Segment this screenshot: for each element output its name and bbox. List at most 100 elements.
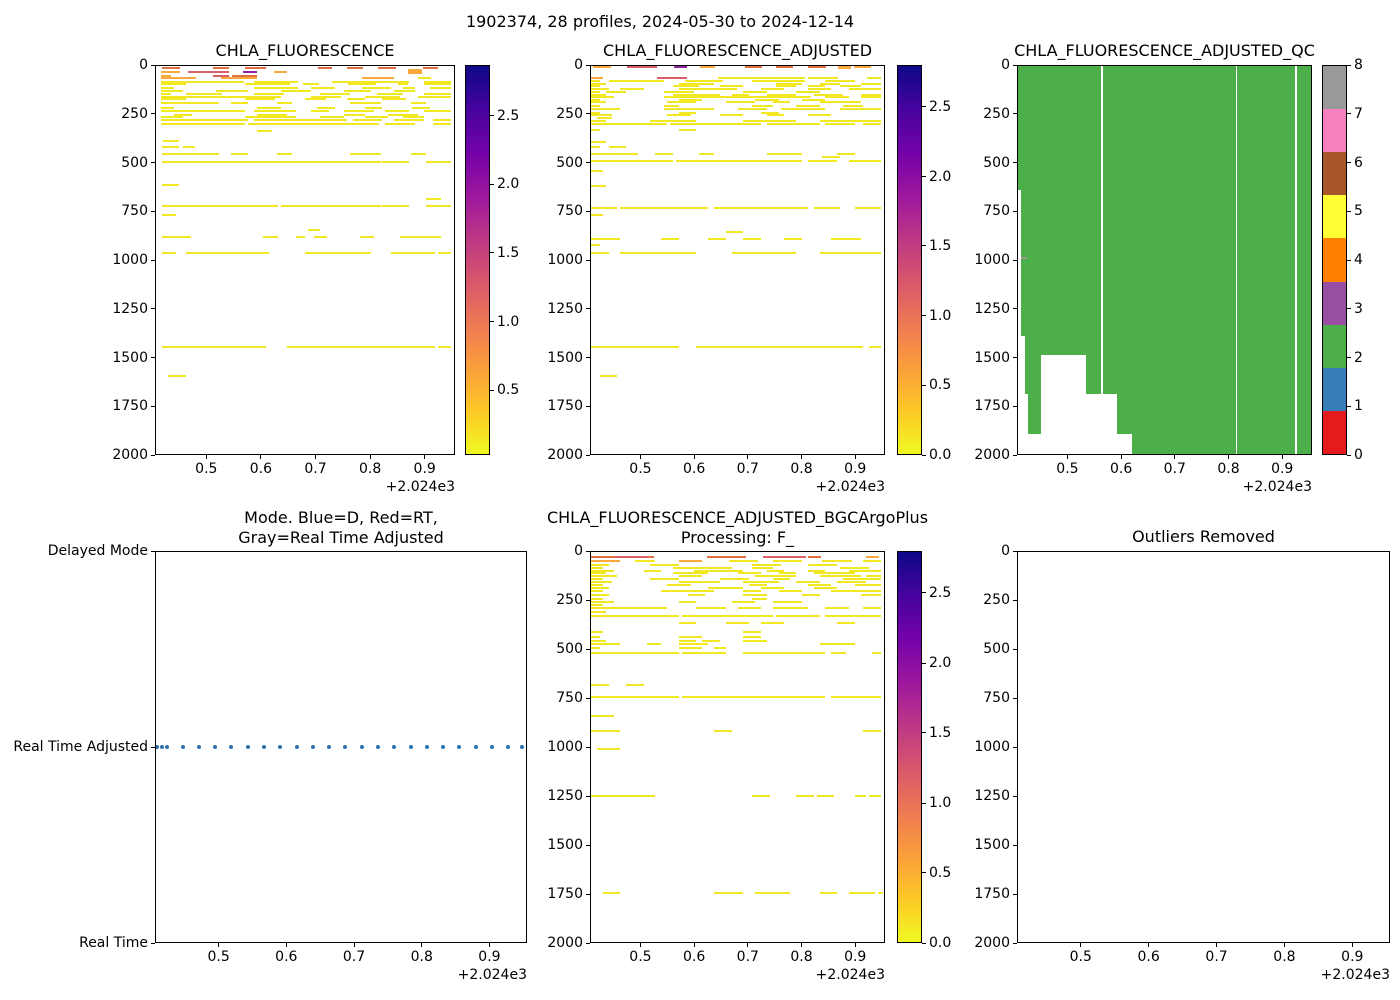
data-segment (161, 116, 183, 119)
data-segment (678, 82, 715, 85)
data-segment (185, 251, 270, 254)
data-segment (385, 110, 410, 112)
y-tick-label: 2000 (547, 447, 583, 463)
y-tick-label: 1500 (112, 349, 148, 366)
data-segment (863, 607, 881, 610)
data-segment (591, 140, 606, 143)
data-segment (772, 578, 791, 581)
colorbar-segment (1323, 66, 1346, 110)
panel-title: CHLA_FLUORESCENCE_ADJUSTED_BGCArgoPlus P… (547, 508, 928, 547)
data-segment (343, 113, 365, 116)
y-tick-mark (151, 308, 155, 310)
colorbar (897, 551, 922, 943)
data-segment (766, 122, 820, 125)
data-segment (796, 104, 820, 107)
data-segment (813, 206, 841, 209)
data-segment (591, 643, 621, 646)
data-segment (591, 572, 606, 575)
data-segment (602, 892, 621, 895)
data-segment (661, 590, 715, 592)
colorbar-tick-label: 0.5 (929, 377, 952, 394)
colorbar-segment (1323, 367, 1346, 411)
data-segment (778, 572, 797, 575)
data-segment (869, 346, 881, 349)
data-segment (860, 93, 881, 96)
data-segment (364, 106, 383, 109)
mode-dot (213, 745, 218, 749)
data-segment (394, 119, 425, 122)
data-segment (360, 235, 374, 238)
mode-dot (441, 745, 446, 749)
mode-dot (506, 745, 511, 749)
data-segment (731, 600, 756, 603)
data-segment (274, 70, 288, 73)
mode-dot (473, 745, 478, 749)
data-segment (254, 92, 285, 95)
qc-missing-region (1018, 189, 1021, 454)
data-segment (657, 76, 688, 79)
y-tick-label: 500 (983, 641, 1010, 657)
colorbar-tick-mark (1347, 210, 1351, 212)
data-segment (591, 563, 609, 566)
y-tick-label: 1000 (112, 252, 148, 268)
data-segment (161, 74, 171, 77)
mode-dot (489, 745, 494, 749)
data-segment (391, 251, 435, 254)
data-segment (212, 66, 229, 69)
data-segment (253, 80, 299, 83)
x-tick-label: 0.8 (410, 949, 433, 965)
data-segment (591, 346, 679, 349)
data-segment (388, 113, 419, 116)
data-segment (678, 111, 697, 114)
data-segment (743, 590, 761, 592)
data-segment (591, 794, 656, 797)
panel-title-line2: Processing: F_ (680, 527, 795, 547)
colorbar-tick-mark (490, 389, 494, 391)
data-segment (752, 104, 773, 107)
data-segment (718, 76, 805, 79)
data-segment (425, 197, 441, 200)
data-segment (646, 556, 654, 559)
colorbar-tick-mark (490, 183, 494, 185)
data-segment (591, 560, 621, 563)
data-segment (863, 122, 881, 125)
data-segment (318, 66, 332, 69)
y-tick-label: 1250 (112, 300, 148, 317)
y-tick-mark (1013, 454, 1017, 456)
data-segment (161, 145, 180, 148)
x-tick-label: 0.9 (1341, 949, 1364, 965)
data-segment (620, 87, 644, 90)
panel-title-line1: CHLA_FLUORESCENCE_ADJUSTED (602, 41, 873, 60)
qc-missing-region (1028, 434, 1041, 454)
y-tick-label: 1000 (547, 252, 583, 268)
y-tick-label: 250 (983, 592, 1010, 608)
data-segment (161, 184, 180, 187)
x-tick-label: 0.7 (1205, 949, 1228, 965)
data-segment (407, 69, 423, 75)
data-segment (167, 375, 186, 378)
data-segment (848, 892, 876, 895)
y-tick-label: 0 (1001, 57, 1010, 73)
colorbar-tick-mark (922, 592, 926, 594)
data-segment (376, 92, 404, 95)
data-segment (696, 607, 726, 610)
data-segment (361, 77, 395, 80)
y-tick-label: Delayed Mode (47, 543, 148, 559)
data-segment (678, 643, 709, 646)
mode-dot (424, 745, 429, 749)
colorbar-tick-label: 2.5 (929, 584, 952, 601)
y-tick-mark (1013, 210, 1017, 212)
data-segment (394, 89, 416, 92)
data-segment (731, 93, 750, 96)
data-segment (807, 85, 826, 88)
data-segment (433, 123, 451, 126)
data-segment (257, 130, 273, 133)
data-segment (599, 375, 618, 378)
x-tick-label: 0.8 (790, 461, 813, 477)
data-segment (161, 110, 246, 112)
y-tick-label: 500 (983, 154, 1010, 171)
y-tick-label: 1000 (974, 739, 1010, 755)
data-segment (678, 560, 703, 563)
data-segment (664, 104, 679, 107)
data-segment (591, 578, 603, 581)
